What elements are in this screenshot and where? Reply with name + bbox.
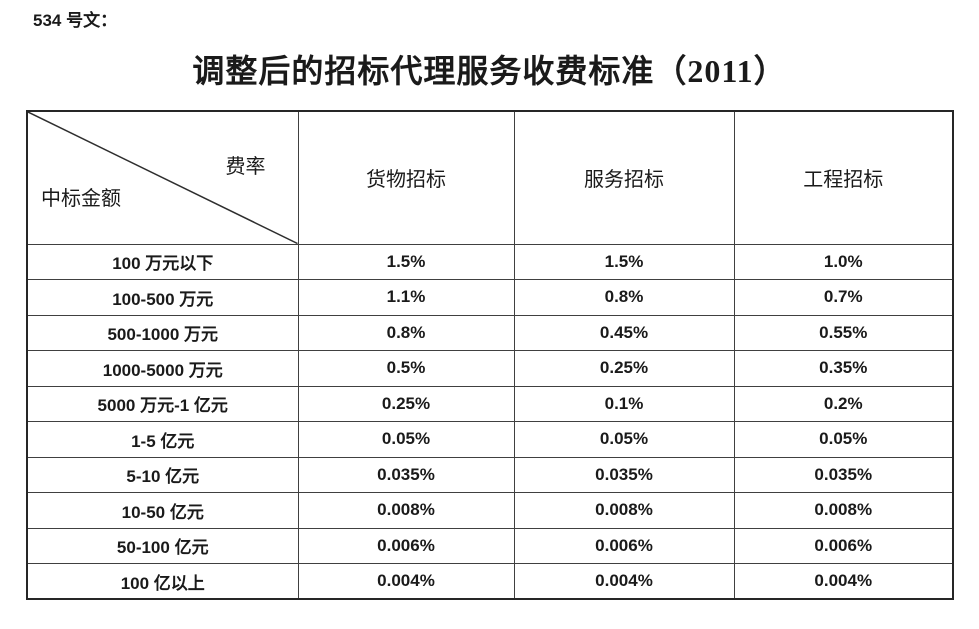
fee-cell: 1.5% [297,243,515,280]
fee-cell: 0.8% [513,279,735,316]
column-header-works-bidding: 工程招标 [733,110,954,245]
fee-cell: 0.05% [733,421,954,458]
fee-cell: 0.035% [297,456,515,493]
corner-label-amount: 中标金额 [41,188,121,210]
row-label: 100 万元以下 [26,243,299,280]
corner-cell: 费率 中标金额 [26,110,299,245]
table-row: 100 亿以上 0.004% 0.004% 0.004% [26,563,954,600]
corner-label-rate: 费率 [225,156,266,178]
row-label: 100 亿以上 [26,563,299,600]
fee-cell: 0.008% [513,492,735,529]
fee-cell: 1.5% [513,243,735,280]
fee-cell: 0.006% [297,527,515,564]
fee-cell: 0.35% [733,350,954,387]
fee-cell: 0.008% [733,492,954,529]
table-row: 100-500 万元 1.1% 0.8% 0.7% [26,279,954,316]
fee-cell: 1.1% [297,279,515,316]
fee-cell: 0.035% [733,456,954,493]
fee-cell: 0.1% [513,385,735,422]
doc-ref: 534 号文： [33,11,118,30]
diagonal-divider-line [28,112,298,244]
fee-cell: 0.035% [513,456,735,493]
row-label: 100-500 万元 [26,279,299,316]
table-row: 10-50 亿元 0.008% 0.008% 0.008% [26,492,954,529]
fee-cell: 0.004% [513,563,735,600]
page-title: 调整后的招标代理服务收费标准（2011） [192,53,787,89]
row-label: 50-100 亿元 [26,527,299,564]
row-label: 5-10 亿元 [26,456,299,493]
fee-cell: 0.2% [733,385,954,422]
fee-cell: 0.25% [297,385,515,422]
table-header-row: 费率 中标金额 货物招标 服务招标 工程招标 [26,110,954,245]
row-label: 1-5 亿元 [26,421,299,458]
fee-cell: 0.05% [297,421,515,458]
fee-cell: 0.55% [733,314,954,351]
fee-cell: 1.0% [733,243,954,280]
table-row: 50-100 亿元 0.006% 0.006% 0.006% [26,527,954,564]
fee-table: 费率 中标金额 货物招标 服务招标 工程招标 100 万元以下 1.5% 1.5… [26,110,954,600]
row-label: 10-50 亿元 [26,492,299,529]
fee-cell: 0.004% [297,563,515,600]
table-row: 5000 万元-1 亿元 0.25% 0.1% 0.2% [26,385,954,422]
column-header-service-bidding: 服务招标 [513,110,735,245]
fee-cell: 0.7% [733,279,954,316]
row-label: 1000-5000 万元 [26,350,299,387]
row-label: 500-1000 万元 [26,314,299,351]
table-row: 5-10 亿元 0.035% 0.035% 0.035% [26,456,954,493]
column-header-goods-bidding: 货物招标 [297,110,515,245]
fee-cell: 0.45% [513,314,735,351]
fee-cell: 0.8% [297,314,515,351]
fee-cell: 0.05% [513,421,735,458]
fee-cell: 0.5% [297,350,515,387]
table-row: 1-5 亿元 0.05% 0.05% 0.05% [26,421,954,458]
fee-cell: 0.006% [733,527,954,564]
fee-cell: 0.004% [733,563,954,600]
table-row: 1000-5000 万元 0.5% 0.25% 0.35% [26,350,954,387]
fee-cell: 0.25% [513,350,735,387]
fee-cell: 0.006% [513,527,735,564]
row-label: 5000 万元-1 亿元 [26,385,299,422]
fee-cell: 0.008% [297,492,515,529]
table-row: 100 万元以下 1.5% 1.5% 1.0% [26,243,954,280]
table-row: 500-1000 万元 0.8% 0.45% 0.55% [26,314,954,351]
